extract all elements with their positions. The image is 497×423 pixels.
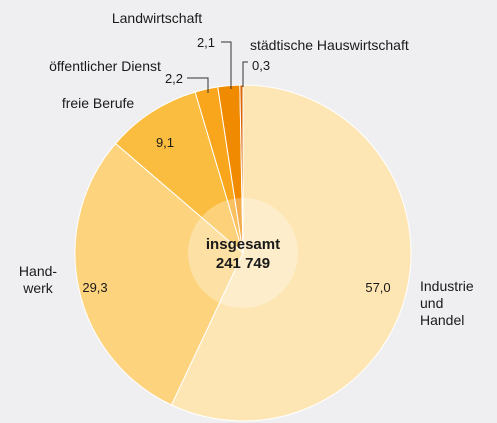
category-label: Industrie und Handel — [420, 278, 474, 328]
pie-slice — [170, 84, 412, 422]
leader-line — [221, 41, 232, 89]
pie-slice — [74, 142, 244, 406]
category-label: Landwirtschaft — [112, 10, 202, 26]
value-label: 57,0 — [365, 280, 390, 295]
value-label: 2,1 — [197, 35, 215, 50]
category-label: Hand-werk — [19, 263, 57, 296]
value-label: 9,1 — [156, 135, 174, 150]
slices — [74, 84, 412, 422]
center-total: 241 749 — [216, 255, 270, 272]
center-circle — [188, 198, 298, 308]
value-label: 29,3 — [82, 280, 107, 295]
center-title: insgesamt — [206, 236, 280, 253]
category-label: städtische Hauswirtschaft — [250, 37, 409, 53]
value-label: 0,3 — [252, 58, 270, 73]
category-label: öffentlicher Dienst — [49, 58, 161, 74]
category-label: freie Berufe — [62, 95, 135, 111]
leader-line — [242, 61, 248, 87]
pie-slice — [114, 91, 244, 255]
value-label: 2,2 — [165, 71, 183, 86]
leader-line — [187, 77, 209, 93]
